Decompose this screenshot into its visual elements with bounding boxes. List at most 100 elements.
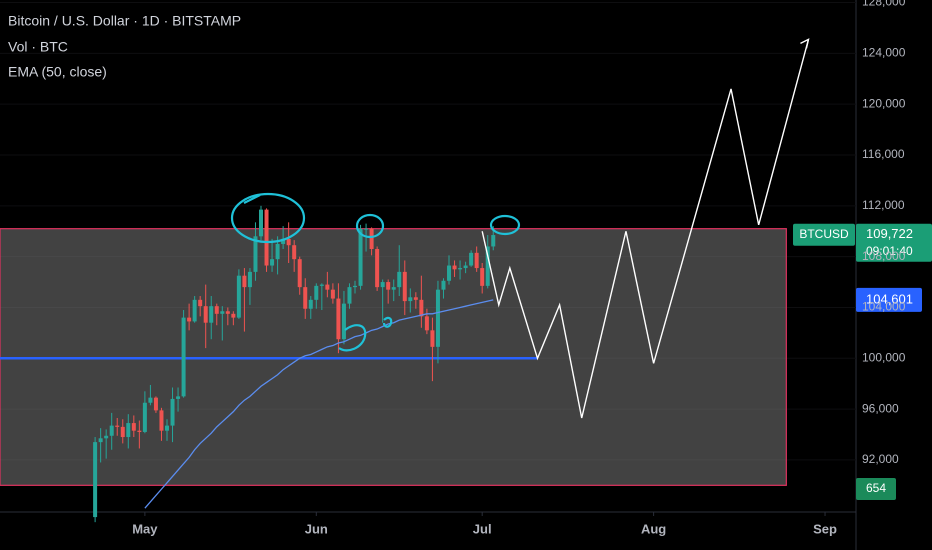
candle-body: [192, 299, 197, 322]
ema-line: [144, 299, 494, 509]
ema-badge: [856, 287, 922, 312]
candle-body: [264, 209, 269, 266]
candle-body: [142, 402, 147, 432]
y-tick-label: 124,000: [862, 46, 906, 60]
legend-volume: Vol · BTC: [8, 39, 68, 55]
candle-body: [469, 252, 474, 266]
plot: [0, 2, 856, 523]
projection-arrow: [800, 38, 810, 49]
candle-body: [319, 284, 324, 286]
candle-body: [286, 238, 291, 246]
candle-body: [336, 298, 341, 340]
candle-body: [314, 285, 319, 300]
x-tick-label: Sep: [813, 521, 837, 536]
candle-body: [380, 282, 385, 288]
candle-body: [104, 435, 109, 439]
candle-body: [375, 249, 380, 288]
y-tick-label: 104,000: [862, 300, 906, 314]
candle-body: [281, 238, 286, 244]
candle-body: [93, 442, 98, 518]
candle-body: [447, 265, 452, 281]
candle-body: [270, 259, 275, 266]
candle-body: [386, 282, 391, 290]
candle-body: [275, 243, 280, 260]
y-tick-label: 116,000: [862, 147, 905, 161]
candle-body: [297, 259, 302, 288]
x-tick-label: Jun: [305, 521, 328, 536]
candle-body: [187, 317, 192, 322]
candle-body: [452, 265, 457, 270]
candle-body: [176, 396, 181, 399]
candle-body: [247, 271, 252, 288]
legend-ema: EMA (50, close): [8, 64, 107, 80]
candle-body: [463, 265, 468, 269]
candle-body: [435, 289, 440, 347]
y-tick-label: 108,000: [862, 249, 906, 263]
candle-body: [253, 236, 258, 272]
last-price-badge: [856, 223, 932, 262]
candle-body: [203, 306, 208, 323]
price-labels: BTCUSD 109,722 09:01:40 104,601: [793, 223, 932, 312]
chart-title: Bitcoin / U.S. Dollar · 1D · BITSTAMP: [8, 13, 241, 29]
candle-body: [164, 425, 169, 431]
candle-body: [292, 245, 297, 260]
candle-body: [325, 284, 330, 290]
candle-body: [126, 423, 131, 438]
y-tick-label: 112,000: [862, 198, 905, 212]
candle-body: [474, 252, 479, 269]
candle-body: [153, 397, 158, 411]
candle-body: [109, 425, 114, 436]
candle-body: [181, 317, 186, 397]
candle-body: [225, 311, 230, 314]
doodle: [382, 316, 393, 328]
doodles: [230, 192, 521, 352]
doodle: [489, 214, 521, 236]
candle-body: [115, 425, 120, 427]
candle-body: [402, 271, 407, 302]
candle-body: [214, 306, 219, 314]
ema-price-label: 104,601: [866, 291, 913, 306]
candle-body: [485, 246, 490, 286]
y-tick-label: 92,000: [862, 452, 899, 466]
candle-body: [303, 287, 308, 309]
candle-body: [131, 423, 136, 431]
candle-body: [413, 297, 418, 300]
candle-body: [353, 285, 358, 288]
candle-body: [491, 235, 496, 247]
candle-body: [220, 311, 225, 314]
candle-body: [198, 299, 203, 307]
candle-body: [170, 398, 175, 426]
candle-body: [148, 397, 153, 403]
countdown-label: 09:01:40: [866, 244, 913, 258]
doodle: [355, 213, 385, 239]
candle-body: [120, 426, 125, 438]
candle-body: [408, 297, 413, 302]
x-tick-label: May: [132, 521, 158, 536]
candle-body: [209, 306, 214, 323]
candle-body: [308, 299, 313, 309]
volume-label: 654: [866, 481, 886, 495]
candle-body: [98, 438, 103, 443]
y-tick-label: 120,000: [862, 96, 906, 110]
y-tick-label: 96,000: [862, 401, 899, 415]
x-tick-label: Aug: [641, 521, 666, 536]
candle-body: [441, 280, 446, 290]
candle-body: [358, 228, 363, 286]
candle-body: [236, 275, 241, 318]
candle-body: [159, 410, 164, 431]
candle-body: [242, 275, 247, 288]
candle-body: [424, 316, 429, 331]
doodle: [338, 324, 367, 352]
last-price-label: 109,722: [866, 226, 913, 241]
doodle: [230, 192, 306, 244]
candle-body: [397, 271, 402, 288]
candle-body: [391, 287, 396, 290]
volume-badge: [856, 478, 896, 500]
y-tick-label: 100,000: [862, 350, 906, 364]
range-zone: [0, 228, 787, 486]
candle-body: [330, 289, 335, 299]
candle-body: [231, 313, 236, 318]
candle-body: [137, 430, 142, 432]
symbol-badge: [793, 223, 855, 246]
